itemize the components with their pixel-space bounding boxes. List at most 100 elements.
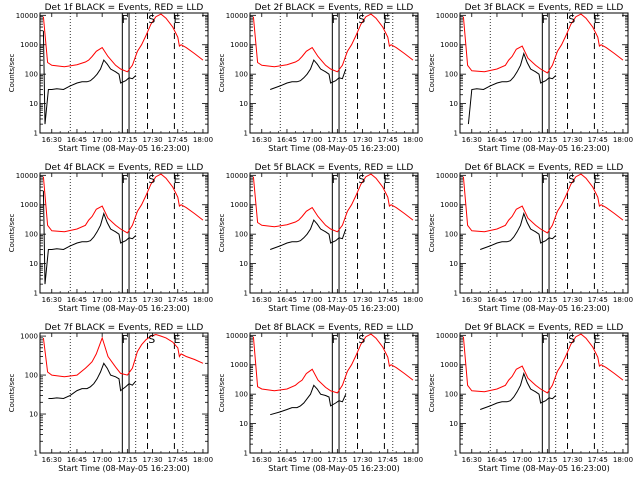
marker-s: S — [568, 333, 575, 346]
panel-title: Det 5f BLACK = Events, RED = LLD — [255, 163, 414, 173]
marker-e: E — [383, 173, 390, 186]
x-tick-label: 16:45 — [487, 296, 507, 304]
y-axis-label: Counts/sec — [428, 374, 436, 413]
y-tick-label: 100 — [25, 71, 38, 79]
x-tick-label: 17:45 — [168, 296, 188, 304]
series-events-line — [467, 52, 557, 125]
series-lld-line — [42, 333, 204, 378]
y-tick-label: 1000 — [230, 361, 248, 369]
y-tick-label: 1 — [34, 450, 38, 458]
panel-title: Det 1f BLACK = Events, RED = LLD — [45, 3, 204, 13]
x-tick-label: 17:15 — [327, 456, 347, 464]
marker-f: F — [542, 13, 548, 26]
x-tick-label: 17:30 — [142, 456, 162, 464]
series-events-line — [48, 362, 137, 400]
y-tick-label: 1 — [244, 290, 248, 298]
y-tick-label: 10000 — [16, 172, 38, 180]
x-tick-label: 18:00 — [193, 296, 213, 304]
x-axis-label: Start Time (08-May-05 16:23:00) — [478, 464, 609, 473]
panel-title: Det 8f BLACK = Events, RED = LLD — [255, 323, 414, 333]
panel-title: Det 9f BLACK = Events, RED = LLD — [465, 323, 624, 333]
x-tick-label: 18:00 — [403, 136, 423, 144]
y-tick-label: 10 — [239, 420, 248, 428]
x-axis-label: Start Time (08-May-05 16:23:00) — [268, 464, 399, 473]
y-tick-label: 10 — [449, 100, 458, 108]
x-tick-label: 17:15 — [117, 296, 137, 304]
x-tick-label: 17:30 — [352, 456, 372, 464]
y-tick-label: 10 — [449, 420, 458, 428]
x-tick-label: 17:45 — [168, 136, 188, 144]
x-tick-label: 16:45 — [277, 296, 297, 304]
series-lld-line — [42, 13, 204, 73]
x-tick-label: 16:30 — [42, 296, 62, 304]
y-tick-label: 1 — [244, 130, 248, 138]
y-tick-label: 10 — [29, 260, 38, 268]
panel-title: Det 6f BLACK = Events, RED = LLD — [465, 163, 624, 173]
series-events-line — [480, 212, 557, 250]
plot-frame — [459, 12, 629, 134]
y-axis-label: Counts/sec — [218, 374, 226, 413]
panel-det-6: Det 6f BLACK = Events, RED = LLD 1 10 100 10… — [428, 163, 633, 313]
x-tick-label: 17:45 — [168, 456, 188, 464]
x-tick-label: 17:15 — [117, 136, 137, 144]
y-tick-label: 10000 — [436, 332, 458, 340]
marker-f: F — [542, 173, 548, 186]
y-tick-label: 10000 — [226, 12, 248, 20]
panel-det-7: Det 7f BLACK = Events, RED = LLD 1 10 100 10… — [8, 323, 213, 473]
series-lld-line — [252, 173, 414, 233]
x-tick-label: 16:30 — [252, 296, 272, 304]
panel-det-1: Det 1f BLACK = Events, RED = LLD 1 10 100 10… — [8, 3, 213, 153]
y-axis-label: Counts/sec — [8, 214, 16, 253]
y-axis-label: Counts/sec — [8, 374, 16, 413]
marker-e: E — [383, 13, 390, 26]
x-tick-label: 18:00 — [193, 136, 213, 144]
series-lld-line — [462, 333, 624, 394]
x-tick-label: 16:45 — [67, 456, 87, 464]
panel-det-9: Det 9f BLACK = Events, RED = LLD 1 10 100 10… — [428, 323, 633, 473]
y-axis-label: Counts/sec — [8, 54, 16, 93]
marker-f: F — [122, 333, 128, 346]
marker-e: E — [593, 173, 600, 186]
y-tick-label: 10000 — [226, 172, 248, 180]
x-axis-label: Start Time (08-May-05 16:23:00) — [478, 304, 609, 313]
x-axis-label: Start Time (08-May-05 16:23:00) — [58, 304, 189, 313]
x-tick-label: 17:45 — [378, 136, 398, 144]
plot-frame — [39, 332, 209, 454]
y-tick-label: 100 — [235, 231, 248, 239]
x-tick-label: 17:00 — [512, 136, 532, 144]
x-tick-label: 17:15 — [117, 456, 137, 464]
x-tick-label: 17:45 — [588, 296, 608, 304]
x-tick-label: 16:45 — [67, 136, 87, 144]
y-tick-label: 100 — [445, 391, 458, 399]
panel-det-3: Det 3f BLACK = Events, RED = LLD 1 10 100 10… — [428, 3, 633, 153]
y-tick-label: 1000 — [440, 361, 458, 369]
y-tick-label: 1000 — [440, 201, 458, 209]
y-axis-label: Counts/sec — [218, 54, 226, 93]
marker-e: E — [383, 333, 390, 346]
x-tick-label: 17:45 — [378, 296, 398, 304]
x-tick-label: 17:15 — [327, 136, 347, 144]
y-tick-label: 10 — [449, 260, 458, 268]
x-tick-label: 16:45 — [487, 456, 507, 464]
series-lld-line — [252, 13, 414, 73]
marker-s: S — [148, 173, 155, 186]
marker-e: E — [173, 13, 180, 26]
x-tick-label: 16:30 — [462, 456, 482, 464]
plot-frame — [459, 172, 629, 294]
x-tick-label: 17:45 — [588, 136, 608, 144]
plot-frame — [249, 12, 419, 134]
y-tick-label: 1000 — [230, 201, 248, 209]
x-tick-label: 17:00 — [92, 296, 112, 304]
series-events-line — [270, 219, 347, 250]
panel-title: Det 2f BLACK = Events, RED = LLD — [255, 3, 414, 13]
panel-title: Det 4f BLACK = Events, RED = LLD — [45, 163, 204, 173]
marker-s: S — [358, 13, 365, 26]
series-lld-line — [252, 333, 414, 394]
series-lld-line — [42, 173, 204, 234]
series-events-line — [480, 372, 557, 410]
x-axis-label: Start Time (08-May-05 16:23:00) — [58, 464, 189, 473]
marker-e: E — [173, 333, 180, 346]
x-tick-label: 18:00 — [403, 296, 423, 304]
series-lld-line — [462, 13, 624, 74]
plot-frame — [459, 332, 629, 454]
